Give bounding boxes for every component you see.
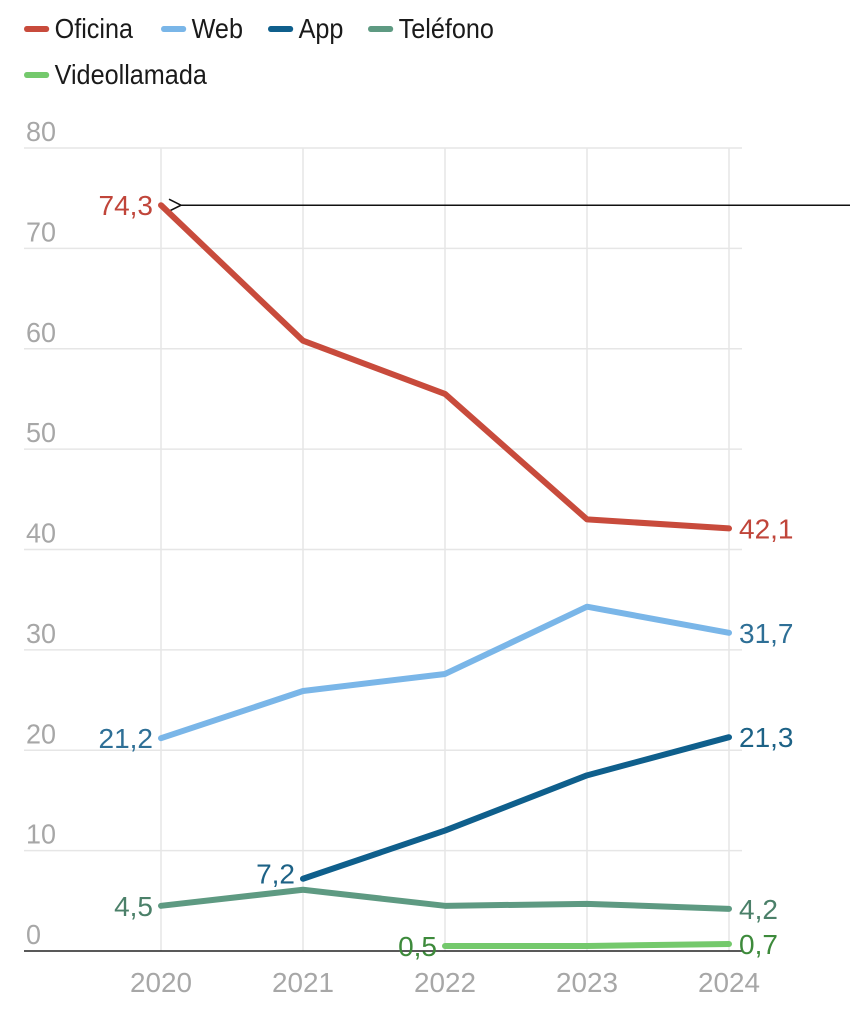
legend-swatch xyxy=(368,26,394,32)
x-tick-label: 2021 xyxy=(272,967,334,998)
series-line-app xyxy=(300,734,732,882)
y-tick-label: 30 xyxy=(26,618,56,649)
y-tick-label: 80 xyxy=(26,116,56,147)
y-axis-ticks: 0 10 20 30 40 50 60 70 80 xyxy=(26,116,56,950)
y-tick-label: 70 xyxy=(26,216,56,247)
data-label-end-oficina: 42,1 xyxy=(739,513,794,544)
data-label-end-app: 21,3 xyxy=(739,722,794,753)
x-tick-label: 2020 xyxy=(130,967,192,998)
y-tick-label: 50 xyxy=(26,417,56,448)
x-tick-label: 2022 xyxy=(414,967,476,998)
data-label-end-videollamada: 0,7 xyxy=(739,929,778,960)
data-label-start-app: 7,2 xyxy=(256,859,295,890)
y-tick-label: 20 xyxy=(26,718,56,749)
legend-swatch xyxy=(268,26,294,32)
data-label-end-web: 31,7 xyxy=(739,618,794,649)
gridlines xyxy=(24,147,742,951)
y-tick-label: 40 xyxy=(26,518,56,549)
legend-label: App xyxy=(298,13,344,44)
data-label-start-oficina: 74,3 xyxy=(99,190,154,221)
legend-label: Teléfono xyxy=(398,13,494,44)
legend-item-telefono: Teléfono xyxy=(368,6,494,52)
legend-item-videollamada: Videollamada xyxy=(24,52,207,98)
data-label-start-web: 21,2 xyxy=(99,723,154,754)
legend-item-app: App xyxy=(268,6,344,52)
data-label-start-telefono: 4,5 xyxy=(114,891,153,922)
x-tick-label: 2023 xyxy=(556,967,618,998)
y-tick-label: 0 xyxy=(26,919,41,950)
legend-item-oficina: Oficina xyxy=(24,6,133,52)
legend-swatch xyxy=(161,26,187,32)
series-line-videollamada xyxy=(442,940,732,949)
legend: Oficina Web App Teléfono Videollamada xyxy=(24,6,644,98)
x-axis-ticks: 2020 2021 2022 2023 2024 xyxy=(130,967,760,998)
y-tick-label: 10 xyxy=(26,819,56,850)
legend-label: Web xyxy=(191,13,244,44)
legend-label: Videollamada xyxy=(54,59,207,90)
data-labels: 74,3 42,1 21,2 31,7 7,2 21,3 4,5 4,2 0,5 0,7 xyxy=(99,190,794,962)
y-tick-label: 60 xyxy=(26,317,56,348)
legend-label: Oficina xyxy=(54,13,134,44)
data-label-start-videollamada: 0,5 xyxy=(398,931,437,962)
legend-swatch xyxy=(24,72,50,78)
series-lines xyxy=(158,202,732,949)
legend-item-web: Web xyxy=(161,6,243,52)
legend-swatch xyxy=(24,26,50,32)
data-label-end-telefono: 4,2 xyxy=(739,894,778,925)
x-tick-label: 2024 xyxy=(698,967,760,998)
